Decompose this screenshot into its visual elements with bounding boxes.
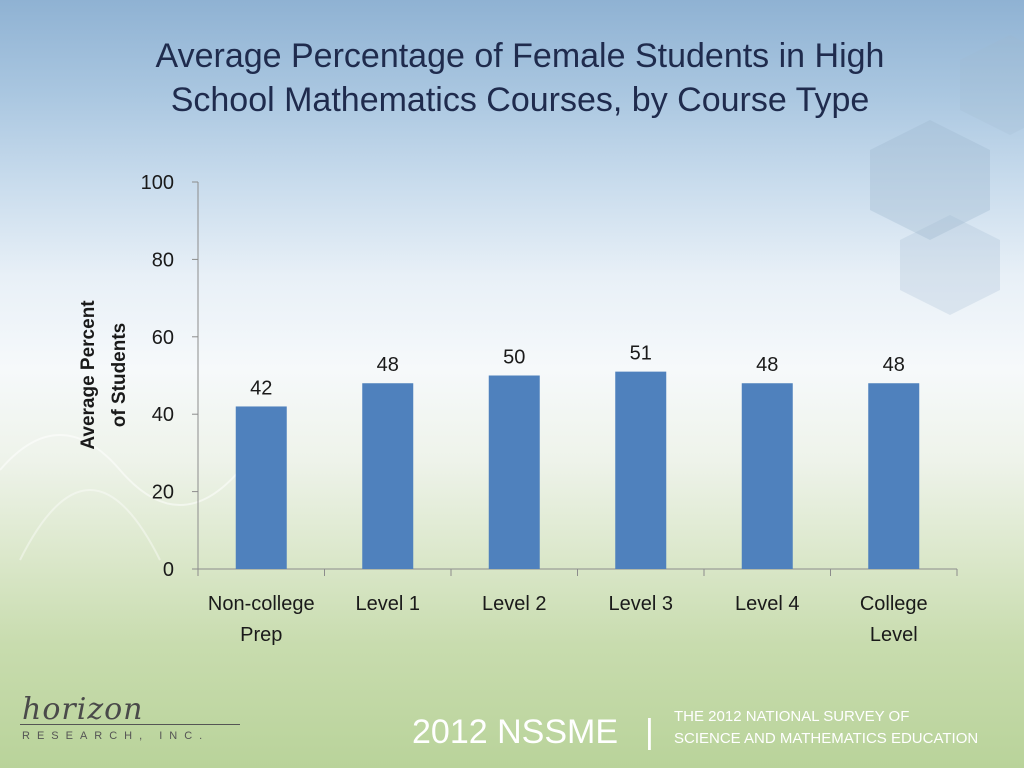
y-tick-label: 60 (152, 327, 174, 349)
x-tick-label: Level (870, 624, 918, 646)
x-tick-label: Level 3 (609, 593, 674, 615)
y-tick-label: 20 (152, 482, 174, 504)
data-label: 48 (756, 354, 778, 376)
x-tick-label: Non-college (208, 593, 315, 615)
logo-subtitle: RESEARCH, INC. (22, 730, 210, 742)
data-label: 48 (377, 354, 399, 376)
x-tick-label: Prep (240, 624, 282, 646)
x-tick-label: Level 2 (482, 593, 547, 615)
data-label: 51 (630, 343, 652, 365)
chart-title-line-2: School Mathematics Courses, by Course Ty… (170, 81, 870, 119)
survey-description-line-2: SCIENCE AND MATHEMATICS EDUCATION (674, 730, 979, 747)
survey-description-line-1: THE 2012 NATIONAL SURVEY OF (674, 708, 910, 725)
footer-separator: | (645, 713, 654, 751)
y-axis-title: Average Percent (78, 300, 99, 450)
horizon-research-logo: horizon RESEARCH, INC. (20, 692, 250, 752)
y-tick-label: 80 (152, 249, 174, 271)
x-tick-label: Level 4 (735, 593, 800, 615)
data-label: 50 (503, 347, 525, 369)
bar (615, 371, 667, 569)
survey-label: 2012 NSSME (412, 713, 618, 751)
survey-description: THE 2012 NATIONAL SURVEY OF SCIENCE AND … (674, 706, 978, 750)
y-tick-label: 40 (152, 404, 174, 426)
bar (362, 383, 414, 569)
data-label: 42 (250, 377, 272, 399)
bar (741, 383, 793, 569)
x-tick-label: College (860, 593, 928, 615)
bar (488, 375, 540, 569)
chart-title: Average Percentage of Female Students in… (60, 34, 980, 122)
data-label: 48 (883, 354, 905, 376)
y-axis-title: of Students (109, 323, 130, 428)
x-tick-label: Level 1 (356, 593, 421, 615)
logo-wordmark: horizon (22, 692, 144, 727)
y-tick-label: 100 (141, 172, 174, 194)
chart-title-line-1: Average Percentage of Female Students in… (155, 37, 885, 75)
y-tick-label: 0 (163, 559, 174, 581)
bar (868, 383, 920, 569)
logo-underline (20, 724, 240, 725)
bar (235, 406, 287, 569)
